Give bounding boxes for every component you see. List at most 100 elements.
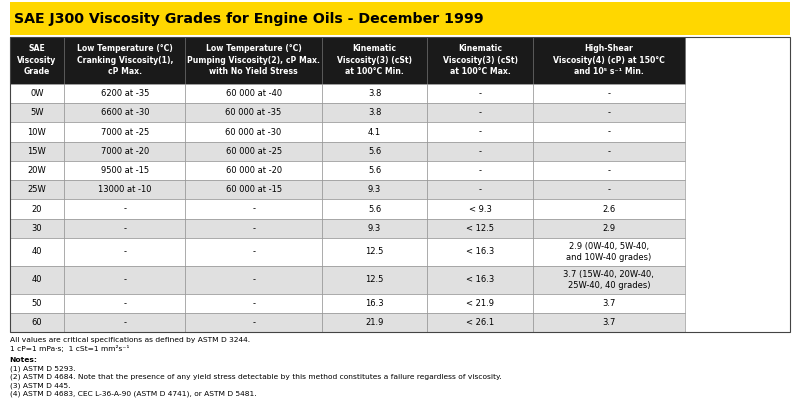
Text: 21.9: 21.9	[366, 318, 384, 327]
Text: 60 000 at -25: 60 000 at -25	[226, 147, 282, 156]
Text: (2) ASTM D 4684. Note that the presence of any yield stress detectable by this m: (2) ASTM D 4684. Note that the presence …	[10, 373, 502, 380]
Text: -: -	[607, 147, 610, 156]
Text: 9.3: 9.3	[368, 185, 382, 194]
Text: High-Shear
Viscosity(4) (cP) at 150°C
and 10⁵ s⁻¹ Min.: High-Shear Viscosity(4) (cP) at 150°C an…	[553, 45, 665, 77]
Bar	[10, 142, 64, 161]
Bar	[64, 199, 186, 219]
Text: -: -	[478, 185, 482, 194]
Bar	[322, 199, 427, 219]
Text: < 16.3: < 16.3	[466, 247, 494, 256]
Bar	[10, 122, 64, 142]
Bar	[533, 37, 685, 84]
Bar	[533, 219, 685, 238]
Text: 3.7 (15W-40, 20W-40,
25W-40, 40 grades): 3.7 (15W-40, 20W-40, 25W-40, 40 grades)	[563, 270, 654, 290]
Text: -: -	[123, 275, 126, 284]
Text: 5.6: 5.6	[368, 166, 382, 175]
Text: 25W: 25W	[27, 185, 46, 194]
Text: < 21.9: < 21.9	[466, 299, 494, 308]
Text: 60 000 at -40: 60 000 at -40	[226, 89, 282, 98]
Bar	[533, 313, 685, 332]
Bar	[322, 161, 427, 180]
Bar	[10, 103, 64, 122]
Bar	[186, 103, 322, 122]
Text: 3.7: 3.7	[602, 299, 615, 308]
Text: -: -	[252, 318, 255, 327]
Bar	[533, 103, 685, 122]
Text: 30: 30	[32, 224, 42, 233]
Bar	[427, 180, 533, 199]
Bar	[10, 84, 64, 103]
Bar	[322, 294, 427, 313]
Bar	[10, 294, 64, 313]
Text: 2.9 (0W-40, 5W-40,
and 10W-40 grades): 2.9 (0W-40, 5W-40, and 10W-40 grades)	[566, 242, 651, 262]
Text: 5.6: 5.6	[368, 205, 382, 213]
Text: (4) ASTM D 4683, CEC L-36-A-90 (ASTM D 4741), or ASTM D 5481.: (4) ASTM D 4683, CEC L-36-A-90 (ASTM D 4…	[10, 390, 256, 397]
Text: -: -	[607, 166, 610, 175]
Bar	[64, 161, 186, 180]
Text: 50: 50	[32, 299, 42, 308]
Bar	[533, 238, 685, 266]
Text: 40: 40	[32, 247, 42, 256]
Bar	[533, 161, 685, 180]
Text: Low Temperature (°C)
Cranking Viscosity(1),
cP Max.: Low Temperature (°C) Cranking Viscosity(…	[77, 45, 173, 77]
Text: 12.5: 12.5	[366, 247, 384, 256]
Bar	[10, 199, 64, 219]
Text: < 12.5: < 12.5	[466, 224, 494, 233]
Bar	[186, 266, 322, 294]
Bar	[322, 180, 427, 199]
Bar	[427, 199, 533, 219]
Bar	[10, 313, 64, 332]
Text: Kinematic
Viscosity(3) (cSt)
at 100°C Min.: Kinematic Viscosity(3) (cSt) at 100°C Mi…	[337, 45, 412, 77]
Bar	[64, 37, 186, 84]
Bar	[10, 219, 64, 238]
Text: 3.8: 3.8	[368, 108, 382, 117]
Bar	[64, 238, 186, 266]
Bar	[64, 313, 186, 332]
Bar	[427, 84, 533, 103]
Bar	[186, 37, 322, 84]
Bar	[186, 161, 322, 180]
Bar	[10, 37, 790, 332]
Bar	[427, 313, 533, 332]
Bar	[186, 238, 322, 266]
Text: -: -	[478, 108, 482, 117]
Text: -: -	[252, 247, 255, 256]
Text: -: -	[478, 166, 482, 175]
Text: 40: 40	[32, 275, 42, 284]
Bar	[533, 84, 685, 103]
Bar	[427, 37, 533, 84]
Bar	[10, 238, 64, 266]
Bar	[186, 294, 322, 313]
Text: 60 000 at -15: 60 000 at -15	[226, 185, 282, 194]
Text: 3.7: 3.7	[602, 318, 615, 327]
Bar	[186, 84, 322, 103]
Bar	[64, 180, 186, 199]
Bar	[10, 266, 64, 294]
Text: 20W: 20W	[27, 166, 46, 175]
Text: 9.3: 9.3	[368, 224, 382, 233]
Text: 12.5: 12.5	[366, 275, 384, 284]
Text: Kinematic
Viscosity(3) (cSt)
at 100°C Max.: Kinematic Viscosity(3) (cSt) at 100°C Ma…	[442, 45, 518, 77]
Text: < 16.3: < 16.3	[466, 275, 494, 284]
Bar	[533, 122, 685, 142]
Bar	[322, 142, 427, 161]
Bar	[427, 266, 533, 294]
Text: 2.9: 2.9	[602, 224, 615, 233]
Bar	[10, 161, 64, 180]
Text: -: -	[123, 318, 126, 327]
Bar	[322, 219, 427, 238]
Text: 15W: 15W	[27, 147, 46, 156]
Bar	[64, 122, 186, 142]
Bar	[322, 266, 427, 294]
Text: 60 000 at -35: 60 000 at -35	[226, 108, 282, 117]
Bar	[427, 238, 533, 266]
Bar	[533, 294, 685, 313]
Text: SAE J300 Viscosity Grades for Engine Oils - December 1999: SAE J300 Viscosity Grades for Engine Oil…	[14, 12, 483, 26]
Text: 20: 20	[32, 205, 42, 213]
Bar	[533, 142, 685, 161]
Bar	[427, 161, 533, 180]
Text: < 26.1: < 26.1	[466, 318, 494, 327]
Bar	[322, 313, 427, 332]
Bar	[186, 142, 322, 161]
Bar	[322, 122, 427, 142]
